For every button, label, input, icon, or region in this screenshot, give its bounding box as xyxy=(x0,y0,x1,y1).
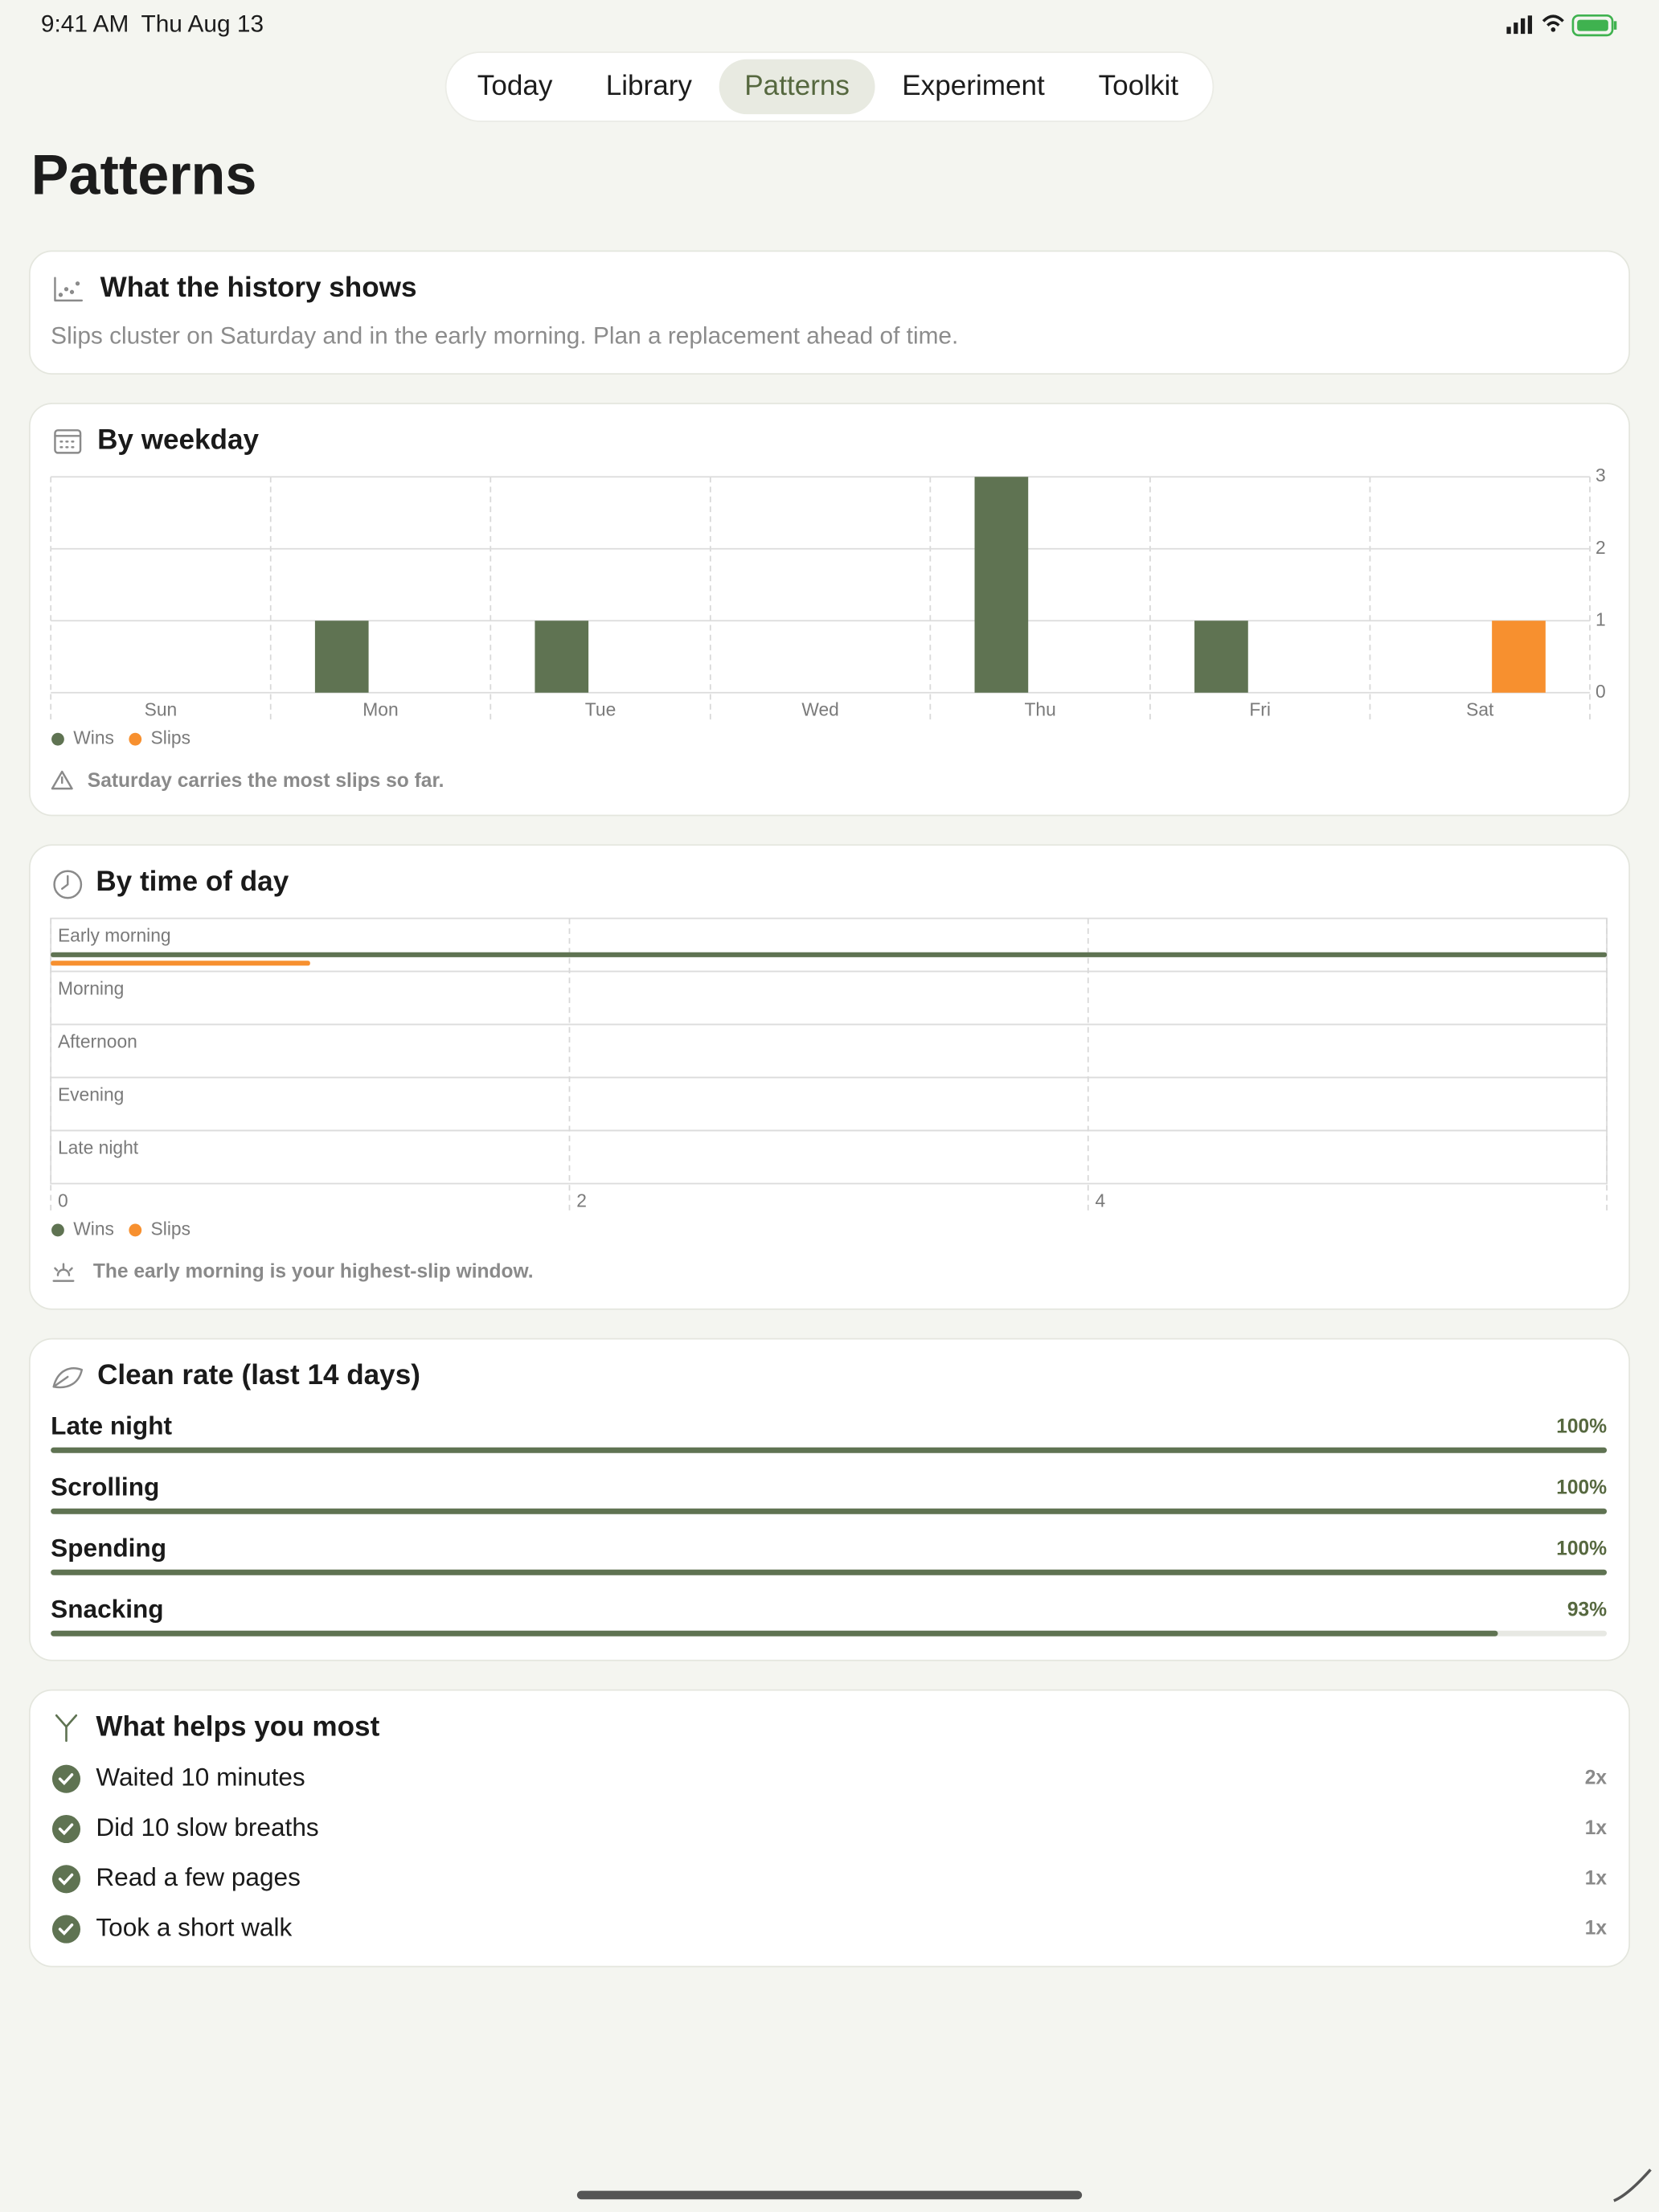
check-mark xyxy=(58,1873,74,1886)
page-title: Patterns xyxy=(31,142,257,206)
legend-swatch xyxy=(129,1223,142,1237)
weekday-note: Saturday carries the most slips so far. xyxy=(88,770,444,792)
help-label: Waited 10 minutes xyxy=(96,1763,305,1792)
tab[interactable]: Experiment xyxy=(902,70,1045,101)
bar xyxy=(1492,621,1546,693)
insight-title: What the history shows xyxy=(100,272,417,303)
time-title: By time of day xyxy=(96,866,289,897)
check-mark xyxy=(58,1923,74,1936)
rate-value: 93% xyxy=(1567,1600,1607,1621)
rate-label: Late night xyxy=(51,1411,172,1440)
help-label: Read a few pages xyxy=(96,1862,301,1891)
bar xyxy=(314,621,369,693)
helps-list: Waited 10 minutes 2x Did 10 slow breaths 1x… xyxy=(51,1763,1608,1944)
tab[interactable]: Library xyxy=(606,70,693,101)
x-tick-label: Wed xyxy=(801,699,838,720)
weekday-chart: 0 1 2 3 Sun Mon Tue Wed Thu Fri Sat Wins Slips xyxy=(50,465,1606,748)
legend-label: Slips xyxy=(151,1218,190,1239)
status-time: 9:41 AM xyxy=(41,10,129,37)
tab[interactable]: Patterns xyxy=(744,70,850,101)
legend-swatch xyxy=(51,732,64,746)
x-tick-label: Sat xyxy=(1466,699,1494,720)
weekday-title: By weekday xyxy=(97,424,259,456)
status-icons xyxy=(1506,14,1617,37)
x-tick-label: Mon xyxy=(363,699,398,720)
y-tick-label: 2 xyxy=(1596,537,1606,558)
tab[interactable]: Today xyxy=(477,70,553,101)
rate-bar xyxy=(51,1508,1608,1514)
pencil-indicator xyxy=(1613,2169,1652,2202)
help-count: 1x xyxy=(1585,1817,1608,1839)
x-tick-label: Tue xyxy=(585,699,616,720)
legend-label: Wins xyxy=(73,1218,114,1239)
rate-bar xyxy=(51,1447,1608,1453)
rate-value: 100% xyxy=(1556,1538,1607,1560)
help-count: 2x xyxy=(1585,1768,1608,1789)
tabs: Today Library Patterns Experiment Toolkit xyxy=(477,59,1179,115)
help-count: 1x xyxy=(1585,1867,1608,1889)
bar xyxy=(1194,621,1248,693)
check-mark xyxy=(58,1773,74,1785)
row-label: Late night xyxy=(58,1137,139,1157)
check-mark xyxy=(58,1823,74,1836)
row-label: Morning xyxy=(58,977,124,998)
status-date: Thu Aug 13 xyxy=(141,10,264,37)
bar xyxy=(51,961,310,966)
x-tick-label: Fri xyxy=(1249,699,1271,720)
helps-title: What helps you most xyxy=(96,1710,379,1742)
clean-title: Clean rate (last 14 days) xyxy=(97,1359,420,1391)
clean-rate-chart: Late night 100% Scrolling 100% Spending 100% S… xyxy=(51,1411,1607,1636)
row-label: Early morning xyxy=(58,924,171,945)
x-tick-label: 0 xyxy=(58,1190,68,1210)
y-tick-label: 3 xyxy=(1596,465,1606,485)
time-note: The early morning is your highest-slip w… xyxy=(93,1261,534,1283)
rate-value: 100% xyxy=(1556,1416,1607,1438)
legend-swatch xyxy=(51,1223,64,1237)
row-label: Evening xyxy=(58,1083,124,1104)
rate-label: Scrolling xyxy=(51,1473,159,1501)
clock-icon xyxy=(53,870,83,899)
rate-label: Snacking xyxy=(51,1594,163,1623)
home-indicator xyxy=(576,2190,1083,2200)
tab[interactable]: Toolkit xyxy=(1099,70,1179,101)
help-label: Did 10 slow breaths xyxy=(96,1813,318,1841)
sunrise-icon xyxy=(52,1263,75,1282)
x-tick-label: Sun xyxy=(145,699,178,720)
bar xyxy=(51,952,1608,957)
x-tick-label: 2 xyxy=(576,1190,587,1210)
branch-icon xyxy=(55,1714,78,1743)
legend-label: Wins xyxy=(73,727,114,748)
warning-icon xyxy=(51,770,73,790)
leaf-icon xyxy=(52,1367,84,1389)
tab-selected xyxy=(719,59,875,115)
rate-bar xyxy=(51,1569,1608,1575)
x-tick-label: 4 xyxy=(1096,1190,1106,1210)
help-count: 1x xyxy=(1585,1918,1608,1940)
rate-label: Spending xyxy=(51,1533,166,1562)
rate-bar xyxy=(51,1630,1498,1636)
legend-label: Slips xyxy=(151,727,190,748)
time-chart: Early morning Morning Afternoon Evening Late… xyxy=(50,917,1608,1239)
weekday-card xyxy=(28,403,1631,817)
row-label: Afternoon xyxy=(58,1030,137,1051)
help-label: Took a short walk xyxy=(96,1912,292,1941)
helps-card xyxy=(28,1689,1631,1968)
legend-swatch xyxy=(129,732,142,746)
insight-text: Slips cluster on Saturday and in the ear… xyxy=(51,322,958,349)
bar xyxy=(535,621,589,693)
rate-value: 100% xyxy=(1556,1477,1607,1499)
bar xyxy=(974,477,1029,693)
x-tick-label: Thu xyxy=(1024,699,1055,720)
weekday-icon xyxy=(54,429,82,454)
insight-card xyxy=(28,250,1631,375)
y-tick-label: 1 xyxy=(1596,608,1606,629)
y-tick-label: 0 xyxy=(1596,681,1606,702)
clean-card xyxy=(28,1337,1631,1661)
insight-icon xyxy=(54,276,84,302)
